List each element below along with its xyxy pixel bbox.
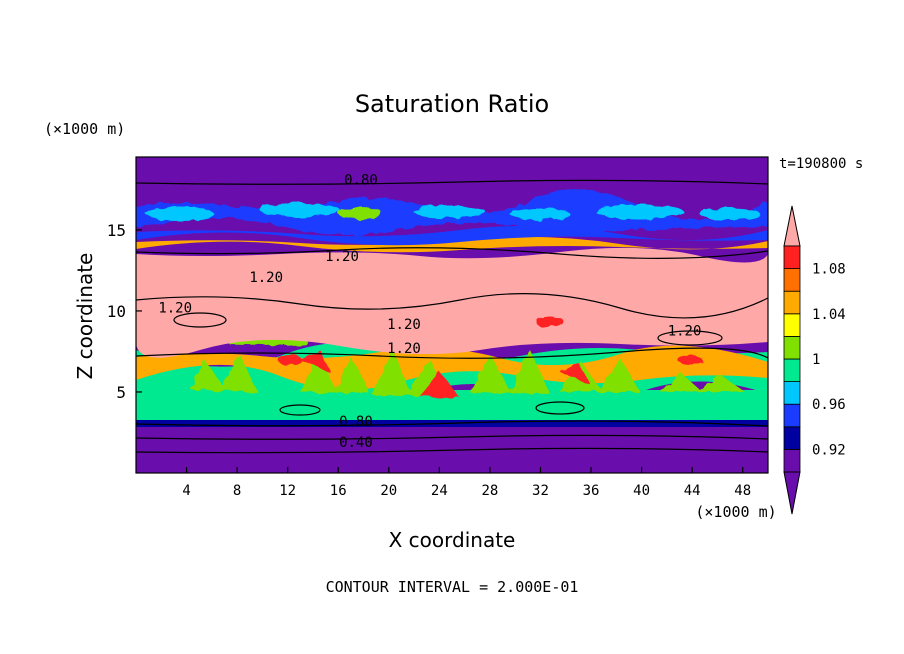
colorbar-bin: [783, 358, 801, 383]
plot-area: 0.80 1.20 1.20 1.20 1.20 1.20 1.20 0.80 0.40: [136, 157, 768, 473]
contour-label: 1.20: [387, 341, 421, 357]
orange-band: [136, 236, 768, 253]
x-tick-label: 44: [684, 483, 701, 499]
colorbar: 1.08 1.04 1 0.96 0.92: [783, 205, 846, 515]
plot-frame: [135, 156, 769, 474]
colorbar-label: 1.04: [812, 307, 846, 323]
contour-label: 1.20: [325, 249, 359, 265]
contour-label: 0.40: [339, 435, 373, 451]
green-plumes: [190, 296, 745, 398]
contour-interval-footer: CONTOUR INTERVAL = 2.000E-01: [326, 578, 579, 596]
y-axis-label: Z coordinate: [73, 253, 97, 380]
colorbar-label: 0.96: [812, 397, 846, 413]
colorbar-bin: [783, 335, 801, 360]
x-tick-label: 48: [734, 483, 751, 499]
colorbar-bin: [783, 313, 801, 337]
colorbar-bin: [783, 448, 801, 473]
time-label: t=190800 s: [779, 156, 863, 172]
contour-label: 0.80: [339, 414, 373, 430]
x-unit-label: (×1000 m): [695, 503, 776, 521]
y-tick-label: 15: [107, 221, 126, 240]
x-tick-label: 28: [481, 483, 498, 499]
contour-label: 1.20: [249, 270, 283, 286]
contour-label: 0.80: [344, 173, 378, 189]
x-axis-label: X coordinate: [389, 528, 516, 552]
x-tick-label: 36: [583, 483, 600, 499]
supersaturated-layer: [136, 247, 768, 358]
colorbar-bin: [783, 403, 801, 428]
contour-labels: 0.80 1.20 1.20 1.20 1.20 1.20 1.20 0.80 0.40: [158, 173, 702, 452]
x-tick-label: 40: [633, 483, 650, 499]
colorbar-bin: [783, 290, 801, 315]
colorbar-bin: [783, 426, 801, 450]
x-tick-label: 4: [182, 483, 190, 499]
x-axis: 4 8 12 16 20 24 28 32 36 40 44 48: [182, 467, 751, 499]
colorbar-label: 1.08: [812, 262, 846, 278]
colorbar-over-arrow: [783, 205, 801, 247]
contour-label: 1.20: [668, 323, 702, 339]
chart-title: Saturation Ratio: [355, 90, 549, 118]
contour-lines: [136, 179, 768, 454]
x-tick-label: 24: [431, 483, 448, 499]
y-unit-label: (×1000 m): [44, 120, 125, 138]
colorbar-under-arrow: [783, 471, 801, 515]
x-tick-label: 16: [330, 483, 347, 499]
blue-band: [136, 225, 768, 246]
contour-label: 1.20: [387, 317, 421, 333]
contour-label: 1.20: [158, 301, 192, 317]
x-tick-label: 20: [380, 483, 397, 499]
y-axis: 5 10 15: [107, 221, 142, 402]
colorbar-label: 0.92: [812, 442, 846, 458]
x-tick-label: 8: [233, 483, 241, 499]
colorbar-bin: [783, 381, 801, 405]
x-tick-label: 12: [279, 483, 296, 499]
colorbar-bin: [783, 245, 801, 270]
colorbar-label: 1: [812, 352, 820, 368]
y-tick-label: 5: [116, 383, 126, 402]
y-tick-label: 10: [107, 302, 126, 321]
colorbar-bin: [783, 268, 801, 292]
red-patches: [278, 316, 702, 365]
upper-cloud-layer: [136, 189, 768, 236]
x-tick-label: 32: [532, 483, 549, 499]
